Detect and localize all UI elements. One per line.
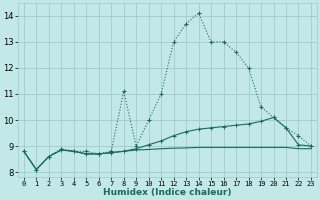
X-axis label: Humidex (Indice chaleur): Humidex (Indice chaleur) bbox=[103, 188, 232, 197]
